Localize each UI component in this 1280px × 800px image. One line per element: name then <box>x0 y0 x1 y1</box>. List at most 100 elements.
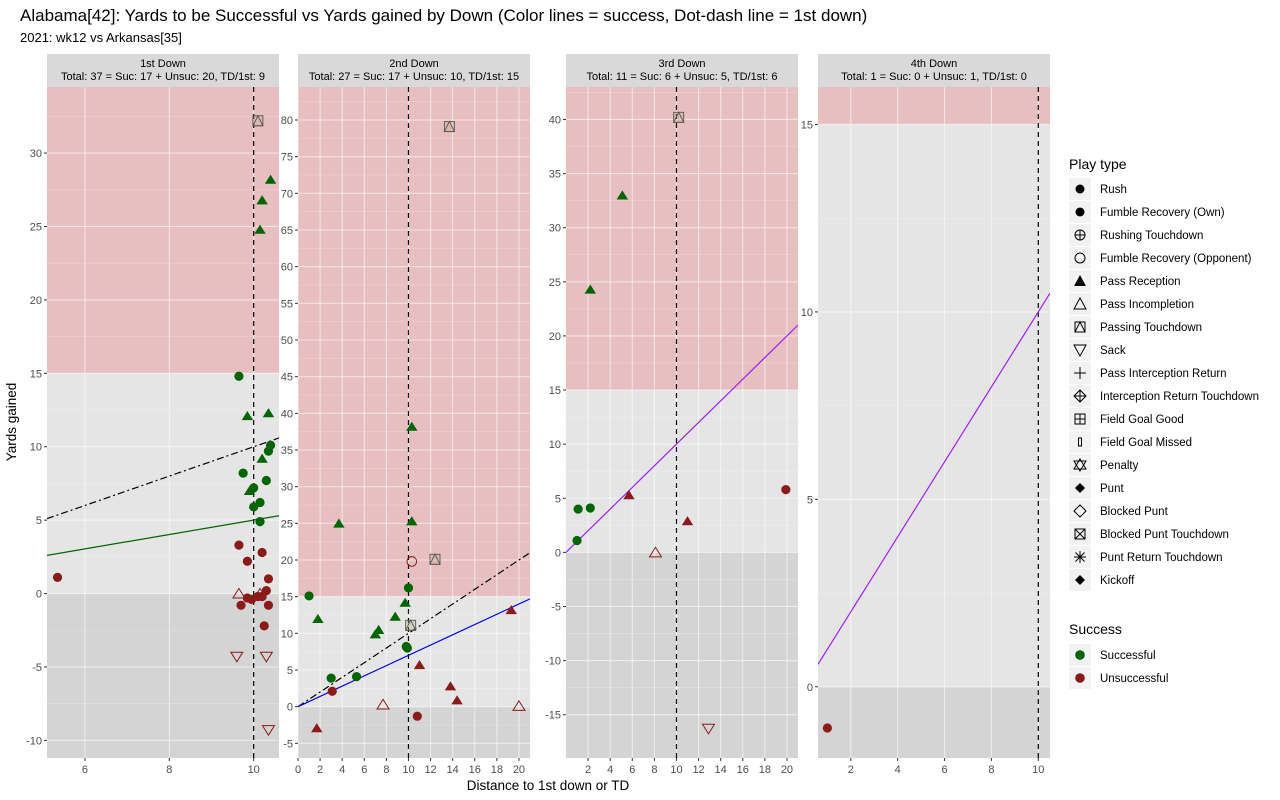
data-point <box>238 468 248 478</box>
filled-circle-icon <box>1075 184 1085 194</box>
panel-title: 4th Down <box>911 58 957 70</box>
data-point <box>326 673 336 683</box>
y-tick-label: 15 <box>801 119 813 131</box>
data-point <box>229 651 244 663</box>
legend-label: Fumble Recovery (Opponent) <box>1100 253 1252 265</box>
legend-label: Fumble Recovery (Own) <box>1100 207 1225 219</box>
x-axis-title: Distance to 1st down or TD <box>467 778 630 793</box>
y-tick-label: 30 <box>30 148 42 160</box>
legend-item: Fumble Recovery (Opponent) <box>1069 247 1252 269</box>
data-point <box>781 485 791 495</box>
panel-strip <box>818 54 1050 87</box>
data-point <box>822 723 832 733</box>
negative-zone <box>566 552 798 758</box>
legend-label: Field Goal Missed <box>1100 437 1192 449</box>
data-point <box>234 371 244 381</box>
square-x-icon <box>1074 528 1086 540</box>
x-tick-label: 16 <box>469 764 481 776</box>
data-point <box>412 711 422 721</box>
data-point <box>573 504 583 514</box>
y-tick-label: 75 <box>281 152 293 164</box>
panel-summary: Total: 37 = Suc: 17 + Unsuc: 20, TD/1st:… <box>61 71 265 83</box>
y-tick-label: 20 <box>549 331 561 343</box>
y-tick-label: 0 <box>807 682 813 694</box>
data-point <box>672 111 685 123</box>
data-point <box>259 621 269 631</box>
y-tick-label: 35 <box>281 445 293 457</box>
open-triangle-icon <box>1073 296 1087 310</box>
data-point <box>254 224 266 234</box>
legend-key <box>1069 316 1091 338</box>
legend-item: Penalty <box>1069 454 1139 476</box>
data-point <box>443 120 456 133</box>
legend-item: Punt Return Touchdown <box>1069 546 1223 568</box>
data-point <box>444 681 457 691</box>
legend-item: Field Goal Missed <box>1069 431 1192 453</box>
legend-item: Sack <box>1069 339 1126 361</box>
success-zone <box>47 87 279 374</box>
data-point <box>376 698 390 710</box>
y-tick-label: 10 <box>30 442 42 454</box>
square-triangle-icon <box>1074 320 1086 333</box>
neutral-zone <box>566 390 798 553</box>
x-tick-label: 8 <box>166 764 172 776</box>
chart-subtitle: 2021: wk12 vs Arkansas[35] <box>20 30 182 45</box>
x-tick-label: 6 <box>629 764 635 776</box>
legend-key <box>1069 454 1091 476</box>
x-tick-label: 4 <box>607 764 613 776</box>
x-tick-label: 2 <box>585 764 591 776</box>
data-point <box>263 600 274 610</box>
y-tick-label: 15 <box>281 592 293 604</box>
data-point <box>262 408 275 418</box>
data-point <box>616 190 629 200</box>
small-rect-icon <box>1078 437 1082 447</box>
data-point <box>399 597 411 607</box>
data-point <box>451 695 463 705</box>
y-tick-label: 5 <box>287 665 293 677</box>
panel-plot <box>298 87 530 758</box>
asterisk-icon <box>1074 551 1086 563</box>
x-tick-label: 4 <box>339 764 345 776</box>
filled-diamond-icon <box>1075 575 1085 585</box>
data-point <box>351 672 362 682</box>
data-point <box>648 546 663 558</box>
legend: Play type Rush Fumble Recovery (Own) Rushin… <box>1069 156 1259 689</box>
x-tick-label: 20 <box>781 764 793 776</box>
data-point <box>257 547 267 558</box>
data-point <box>265 440 276 450</box>
data-point <box>512 699 526 711</box>
success-line <box>298 598 530 708</box>
data-point <box>264 174 277 184</box>
panel-strip <box>566 54 798 87</box>
x-tick-label: 10 <box>402 764 414 776</box>
panel-strip <box>47 54 279 87</box>
y-tick-label: 40 <box>549 114 561 126</box>
y-tick-label: 65 <box>281 225 293 237</box>
data-point <box>255 517 265 527</box>
chart-title: Alabama[42]: Yards to be Successful vs Y… <box>20 6 868 25</box>
data-point <box>389 611 401 621</box>
y-tick-label: -5 <box>32 662 42 674</box>
y-tick-label: 10 <box>281 628 293 640</box>
panel-strip <box>298 54 530 87</box>
negative-zone <box>47 593 279 758</box>
legend-item: Kickoff <box>1069 569 1135 591</box>
y-tick-label: -10 <box>26 735 42 747</box>
data-point <box>249 483 259 493</box>
legend-key <box>1069 431 1091 453</box>
legend-key <box>1069 339 1091 361</box>
legend-item: Punt <box>1069 477 1124 499</box>
data-point <box>372 624 385 634</box>
legend-label: Pass Reception <box>1100 276 1181 288</box>
y-tick-label: 20 <box>30 295 42 307</box>
panel-title: 1st Down <box>140 58 186 70</box>
legend-label: Rush <box>1100 184 1127 196</box>
legend-item: Interception Return Touchdown <box>1069 385 1259 407</box>
data-point <box>52 572 63 583</box>
y-tick-label: 80 <box>281 115 293 127</box>
data-point <box>232 587 246 599</box>
filled-circle-icon <box>1075 207 1085 217</box>
legend-key <box>1069 500 1091 522</box>
legend-key <box>1069 293 1091 315</box>
